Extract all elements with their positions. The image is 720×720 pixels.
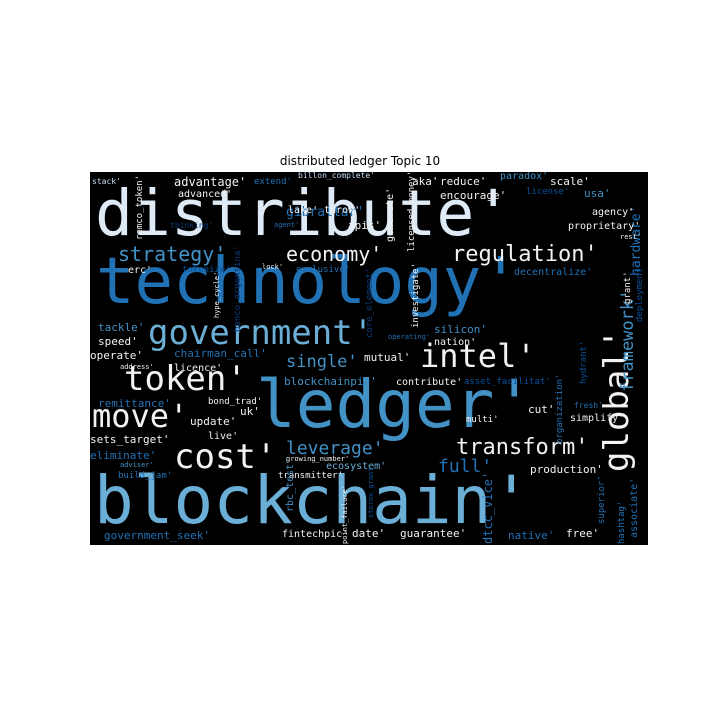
word-encourage: encourage' bbox=[440, 189, 507, 202]
word-tokenize: tokenize' bbox=[182, 265, 231, 275]
word-uk: uk' bbox=[240, 405, 260, 418]
word-licence: licence' bbox=[174, 363, 223, 374]
word-rest: rest' bbox=[620, 233, 642, 241]
word-cloud: distribute' technology' blockchain' ledg… bbox=[90, 172, 648, 545]
word-proprietary: proprietary' bbox=[568, 221, 641, 232]
word-core-element: core_element' bbox=[365, 267, 375, 338]
word-scale: scale' bbox=[550, 175, 590, 188]
word-fresh: fresh' bbox=[574, 401, 603, 410]
word-aka: aka' bbox=[412, 175, 439, 188]
word-update: update' bbox=[190, 415, 237, 428]
word-government-seek: government_seek' bbox=[104, 529, 210, 542]
chart-title: distributed ledger Topic 10 bbox=[279, 154, 441, 168]
word-intel: intel' bbox=[420, 337, 536, 375]
word-economy: economy' bbox=[286, 242, 383, 266]
word-date: date' bbox=[352, 527, 386, 540]
word-ecosystem: ecosystem' bbox=[326, 461, 387, 472]
word-throw: throw' bbox=[324, 205, 361, 216]
word-agency: agency' bbox=[592, 207, 635, 218]
word-token: token' bbox=[124, 359, 247, 399]
word-adviser: adviser' bbox=[120, 461, 154, 469]
word-banco-argentina: banco_argentina' bbox=[233, 245, 243, 332]
word-agent: agent' bbox=[274, 221, 300, 229]
word-exclusive: exclusive' bbox=[296, 265, 351, 275]
word-cut: cut' bbox=[528, 403, 555, 416]
word-blockchain: blockchain' bbox=[94, 462, 532, 539]
word-hype-cycle: hype_cycle' bbox=[213, 271, 221, 318]
word-mutual: mutual' bbox=[364, 351, 411, 364]
word-erc: erc' bbox=[128, 265, 153, 276]
word-grant: grant' bbox=[623, 271, 633, 304]
word-government: government' bbox=[148, 313, 374, 353]
word-sets-target: sets_target' bbox=[90, 433, 170, 446]
word-leverage: leverage' bbox=[286, 438, 384, 459]
word-eliminate: eliminate' bbox=[90, 449, 157, 462]
word-investigate: investigate' bbox=[411, 262, 421, 328]
word-billon-complete: billon_complete' bbox=[298, 172, 376, 180]
word-transform: transform' bbox=[456, 435, 589, 460]
word-chairman-call: chairman_call' bbox=[174, 347, 267, 360]
word-free: free' bbox=[566, 527, 600, 540]
word-extend: extend' bbox=[254, 177, 292, 187]
word-point-failure: point_failure' bbox=[341, 484, 349, 544]
word-native: native' bbox=[508, 529, 555, 542]
word-hydrant: hydrant' bbox=[579, 340, 589, 384]
word-guarantee: guarantee' bbox=[400, 527, 467, 540]
word-move: move' bbox=[92, 397, 189, 435]
word-single: single' bbox=[286, 352, 358, 372]
word-dtcc-vice: dtcc_vice' bbox=[481, 471, 495, 544]
word-transmitter: transmitter' bbox=[278, 471, 344, 481]
word-technology: technology' bbox=[96, 245, 520, 319]
word-advantage: advantage' bbox=[174, 175, 247, 189]
word-licensed-money: licensed_money' bbox=[407, 172, 417, 252]
word-strategy: strategy' bbox=[118, 242, 227, 266]
word-hashtag: hashtag' bbox=[617, 500, 627, 544]
word-nation: nation' bbox=[434, 337, 477, 348]
word-production: production' bbox=[530, 463, 603, 476]
word-paradox: paradox' bbox=[500, 172, 549, 182]
word-apis: apis' bbox=[348, 219, 382, 232]
word-tackle: tackle' bbox=[98, 321, 145, 334]
word-address: address' bbox=[120, 363, 154, 371]
word-associate: associate' bbox=[629, 477, 640, 538]
word-simplify: simplify' bbox=[570, 413, 625, 424]
word-live: live' bbox=[208, 431, 239, 442]
word-superior: superior' bbox=[597, 475, 607, 524]
word-multi: multi' bbox=[466, 415, 499, 425]
word-speed: speed' bbox=[98, 335, 138, 348]
word-full: full' bbox=[438, 456, 493, 477]
word-operating: operating' bbox=[388, 333, 431, 341]
word-deployment: deployment' bbox=[635, 262, 645, 322]
word-gibraltar: gibraltar' bbox=[286, 205, 365, 220]
word-license: license' bbox=[526, 187, 570, 197]
word-lock: lock' bbox=[262, 263, 284, 271]
word-generate: generate' bbox=[385, 187, 396, 242]
word-bond-trad: bond_trad' bbox=[208, 397, 263, 407]
word-thinking: thinking' bbox=[170, 221, 214, 230]
word-storox-grant: storox_grant' bbox=[367, 463, 375, 518]
word-build-jam: build_jam' bbox=[118, 471, 173, 481]
word-rbc-test: rbc_test' bbox=[285, 457, 296, 512]
word-ledger: ledger' bbox=[256, 366, 535, 443]
word-regulation: regulation' bbox=[452, 242, 598, 267]
word-stack: stack' bbox=[92, 177, 121, 186]
word-distribute: distribute' bbox=[95, 177, 513, 250]
word-growing-number: growing_number' bbox=[286, 455, 350, 463]
word-organization: organization' bbox=[555, 373, 565, 444]
word-reduce: reduce' bbox=[440, 175, 487, 188]
word-usa: usa' bbox=[584, 187, 611, 200]
word-silicon: silicon' bbox=[434, 323, 487, 336]
word-lake: lake' bbox=[288, 205, 319, 216]
word-asset-facilitat: asset_facilitat' bbox=[464, 377, 551, 387]
word-contribute: contribute' bbox=[396, 377, 463, 388]
word-decentralize: decentralize' bbox=[514, 267, 593, 278]
word-blockchainpic: blockchainpic' bbox=[284, 375, 377, 388]
word-fintechpic: fintechpic' bbox=[282, 529, 349, 540]
word-advanced: advanced' bbox=[178, 189, 233, 200]
word-operate: operate' bbox=[90, 349, 143, 362]
word-remco-token: remco_token' bbox=[135, 174, 145, 240]
word-cost: cost' bbox=[174, 437, 277, 477]
word-remittance: remittance' bbox=[98, 397, 171, 410]
